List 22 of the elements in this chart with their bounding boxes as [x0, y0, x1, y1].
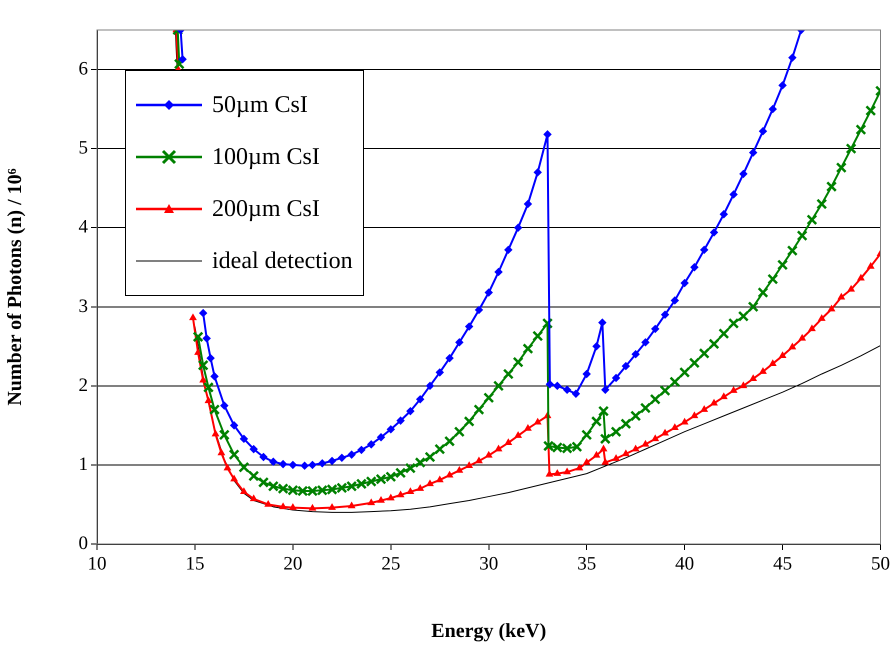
x-tick-label: 50 [871, 553, 890, 574]
y-tick-label: 3 [78, 296, 88, 317]
x-axis-title: Energy (keV) [431, 620, 546, 642]
x-tick-label: 15 [185, 553, 204, 574]
y-tick-label: 4 [78, 216, 88, 238]
legend-label: 100µm CsI [212, 144, 320, 170]
x-tick-label: 35 [577, 553, 596, 574]
x-tick-label: 40 [675, 553, 694, 574]
x-tick-label: 45 [773, 553, 792, 574]
y-tick-label: 0 [78, 532, 88, 554]
x-tick-label: 10 [88, 553, 106, 574]
x-tick-label: 25 [381, 553, 400, 574]
legend-label: 50µm CsI [212, 92, 308, 118]
y-tick-label: 5 [78, 138, 88, 159]
legend-label: ideal detection [212, 248, 353, 274]
legend-label: 200µm CsI [212, 196, 320, 222]
x-tick-label: 20 [283, 553, 302, 574]
y-tick-label: 6 [78, 58, 88, 80]
y-axis-title: Number of Photons (n) / 10⁶ [4, 168, 26, 406]
x-tick-label: 30 [479, 553, 498, 574]
y-tick-label: 2 [78, 374, 88, 396]
y-tick-label: 1 [78, 454, 88, 475]
